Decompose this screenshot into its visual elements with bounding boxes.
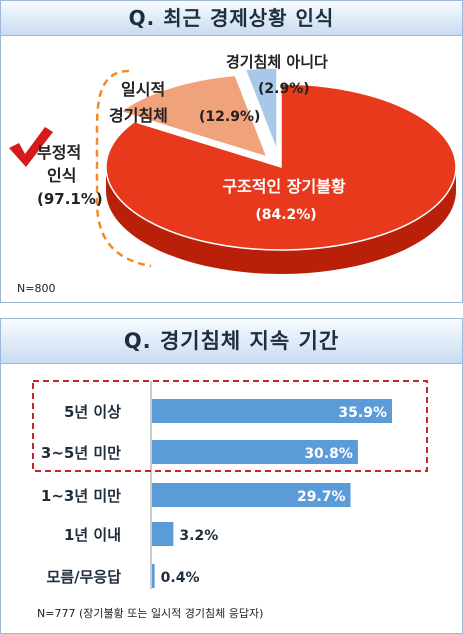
pie-slice-value-label: (2.9%) bbox=[258, 81, 310, 97]
bar-category-label: 5년 이상 bbox=[64, 403, 121, 421]
bar-chart-panel: Q. 경기침체 지속 기간 5년 이상 35.9% 3~5년 미만 30.8% 1~3년… bbox=[0, 318, 463, 634]
pie-n-label: N=800 bbox=[17, 282, 55, 295]
negative-label-line1: 부정적 bbox=[37, 143, 81, 162]
pie-slice bbox=[244, 67, 278, 152]
check-mark-icon bbox=[9, 127, 53, 167]
negative-label-value: (97.1%) bbox=[37, 190, 103, 208]
negative-bracket bbox=[95, 69, 152, 268]
bar bbox=[152, 483, 351, 507]
pie-slice bbox=[105, 83, 457, 251]
bar-category-label: 3~5년 미만 bbox=[41, 444, 121, 462]
bar-category-label: 1~3년 미만 bbox=[41, 487, 121, 505]
bar-value-label: 30.8% bbox=[304, 446, 353, 462]
bar-category-label: 1년 이내 bbox=[64, 526, 121, 544]
negative-label-line2: 인식 bbox=[47, 166, 76, 185]
bar bbox=[152, 440, 358, 464]
bar-value-label: 29.7% bbox=[297, 489, 346, 505]
bar bbox=[152, 522, 174, 546]
bar-category-label: 모름/무응답 bbox=[47, 568, 122, 586]
bar-value-label: 0.4% bbox=[161, 570, 200, 586]
pie-slice-value-label: (12.9%) bbox=[199, 109, 260, 125]
pie-slice-label: 경기침체 아니다 bbox=[226, 53, 328, 71]
bar-n-label: N=777 (장기불황 또는 일시적 경기침체 응답자) bbox=[37, 606, 263, 620]
pie-slice-label: 경기침체 bbox=[109, 106, 168, 125]
bar bbox=[152, 564, 155, 588]
bar-chart: 5년 이상 35.9% 3~5년 미만 30.8% 1~3년 미만 29.7% 1년 이내 3… bbox=[32, 380, 428, 620]
bar-value-label: 3.2% bbox=[179, 528, 218, 544]
pie-slice-side bbox=[106, 167, 456, 274]
pie-slice-label: 일시적 bbox=[121, 80, 165, 99]
bar-value-label: 35.9% bbox=[338, 405, 387, 421]
highlight-box bbox=[32, 380, 428, 472]
pie-chart-title: Q. 최근 경제상황 인식 bbox=[1, 1, 462, 36]
bar-chart-title: Q. 경기침체 지속 기간 bbox=[1, 319, 462, 364]
pie-slice-value-label: (84.2%) bbox=[255, 207, 316, 223]
pie-slice bbox=[118, 74, 269, 159]
bar bbox=[152, 399, 392, 423]
pie-slice-label: 구조적인 장기불황 bbox=[222, 177, 346, 196]
